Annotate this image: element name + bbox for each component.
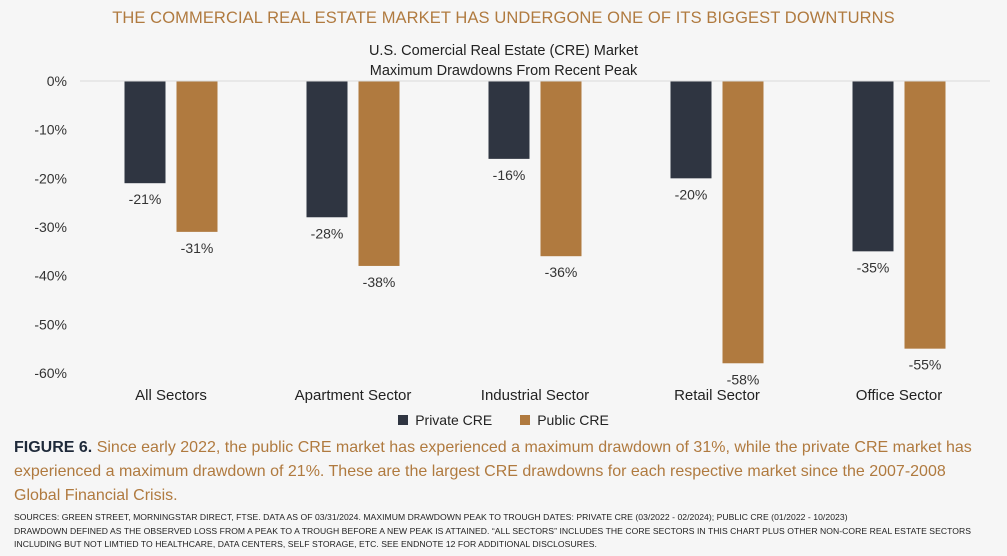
data-label: -38% — [363, 274, 396, 290]
bar-chart: 0% -10% -20% -30% -40% -50% -60% -21% -31% All Se… — [34, 73, 990, 404]
chart-title: U.S. Comercial Real Estate (CRE) Market — [368, 43, 639, 59]
bar — [124, 81, 166, 184]
figure-caption: FIGURE 6. Since early 2022, the public C… — [14, 436, 989, 508]
bar — [176, 81, 218, 232]
bar — [722, 81, 764, 364]
data-label: -31% — [181, 240, 214, 256]
chart-subtitle: Maximum Drawdowns From Recent Peak — [369, 63, 638, 79]
headline: THE COMMERCIAL REAL ESTATE MARKET HAS UN… — [112, 9, 895, 27]
bar — [358, 81, 400, 266]
bar — [540, 81, 582, 257]
source-note-line: INCLUDING BUT NOT LIMTIED TO HEALTHCARE,… — [14, 539, 597, 549]
bar — [306, 81, 348, 218]
data-label: -58% — [727, 371, 760, 387]
bar — [852, 81, 894, 252]
data-label: -20% — [675, 186, 708, 202]
bar — [488, 81, 530, 159]
legend-swatch-public — [520, 415, 531, 425]
legend-swatch-private — [398, 415, 409, 425]
bar — [670, 81, 712, 179]
legend-item-public: Public CRE — [520, 412, 609, 428]
data-label: -16% — [493, 167, 526, 183]
category-label: Industrial Sector — [481, 387, 589, 404]
y-tick-label: -30% — [34, 219, 67, 235]
legend-item-private: Private CRE — [398, 412, 492, 428]
category-label: Office Sector — [856, 387, 942, 404]
legend: Private CRE Public CRE — [0, 412, 1007, 428]
bar — [904, 81, 946, 349]
y-tick-label: 0% — [47, 73, 67, 89]
y-tick-label: -50% — [34, 316, 67, 332]
figure-number: FIGURE 6. — [14, 439, 93, 456]
data-label: -21% — [129, 191, 162, 207]
y-tick-label: -60% — [34, 365, 67, 381]
data-label: -28% — [311, 225, 344, 241]
category-label: All Sectors — [135, 387, 207, 404]
source-note-line: DRAWDOWN DEFINED AS THE OBSERVED LOSS FR… — [14, 525, 972, 536]
y-tick-label: -20% — [34, 170, 67, 186]
legend-label-public: Public CRE — [537, 412, 609, 428]
source-note-line: SOURCES: GREEN STREET, MORNINGSTAR DIREC… — [14, 512, 848, 522]
category-label: Apartment Sector — [295, 387, 412, 404]
y-tick-label: -10% — [34, 122, 67, 138]
data-label: -35% — [857, 259, 890, 275]
figure-caption-text: Since early 2022, the public CRE market … — [14, 439, 972, 504]
source-notes: SOURCES: GREEN STREET, MORNINGSTAR DIREC… — [14, 511, 999, 552]
y-tick-label: -40% — [34, 268, 67, 284]
legend-label-private: Private CRE — [415, 412, 493, 428]
data-label: -36% — [545, 264, 578, 280]
category-label: Retail Sector — [674, 387, 760, 404]
data-label: -55% — [909, 357, 942, 373]
